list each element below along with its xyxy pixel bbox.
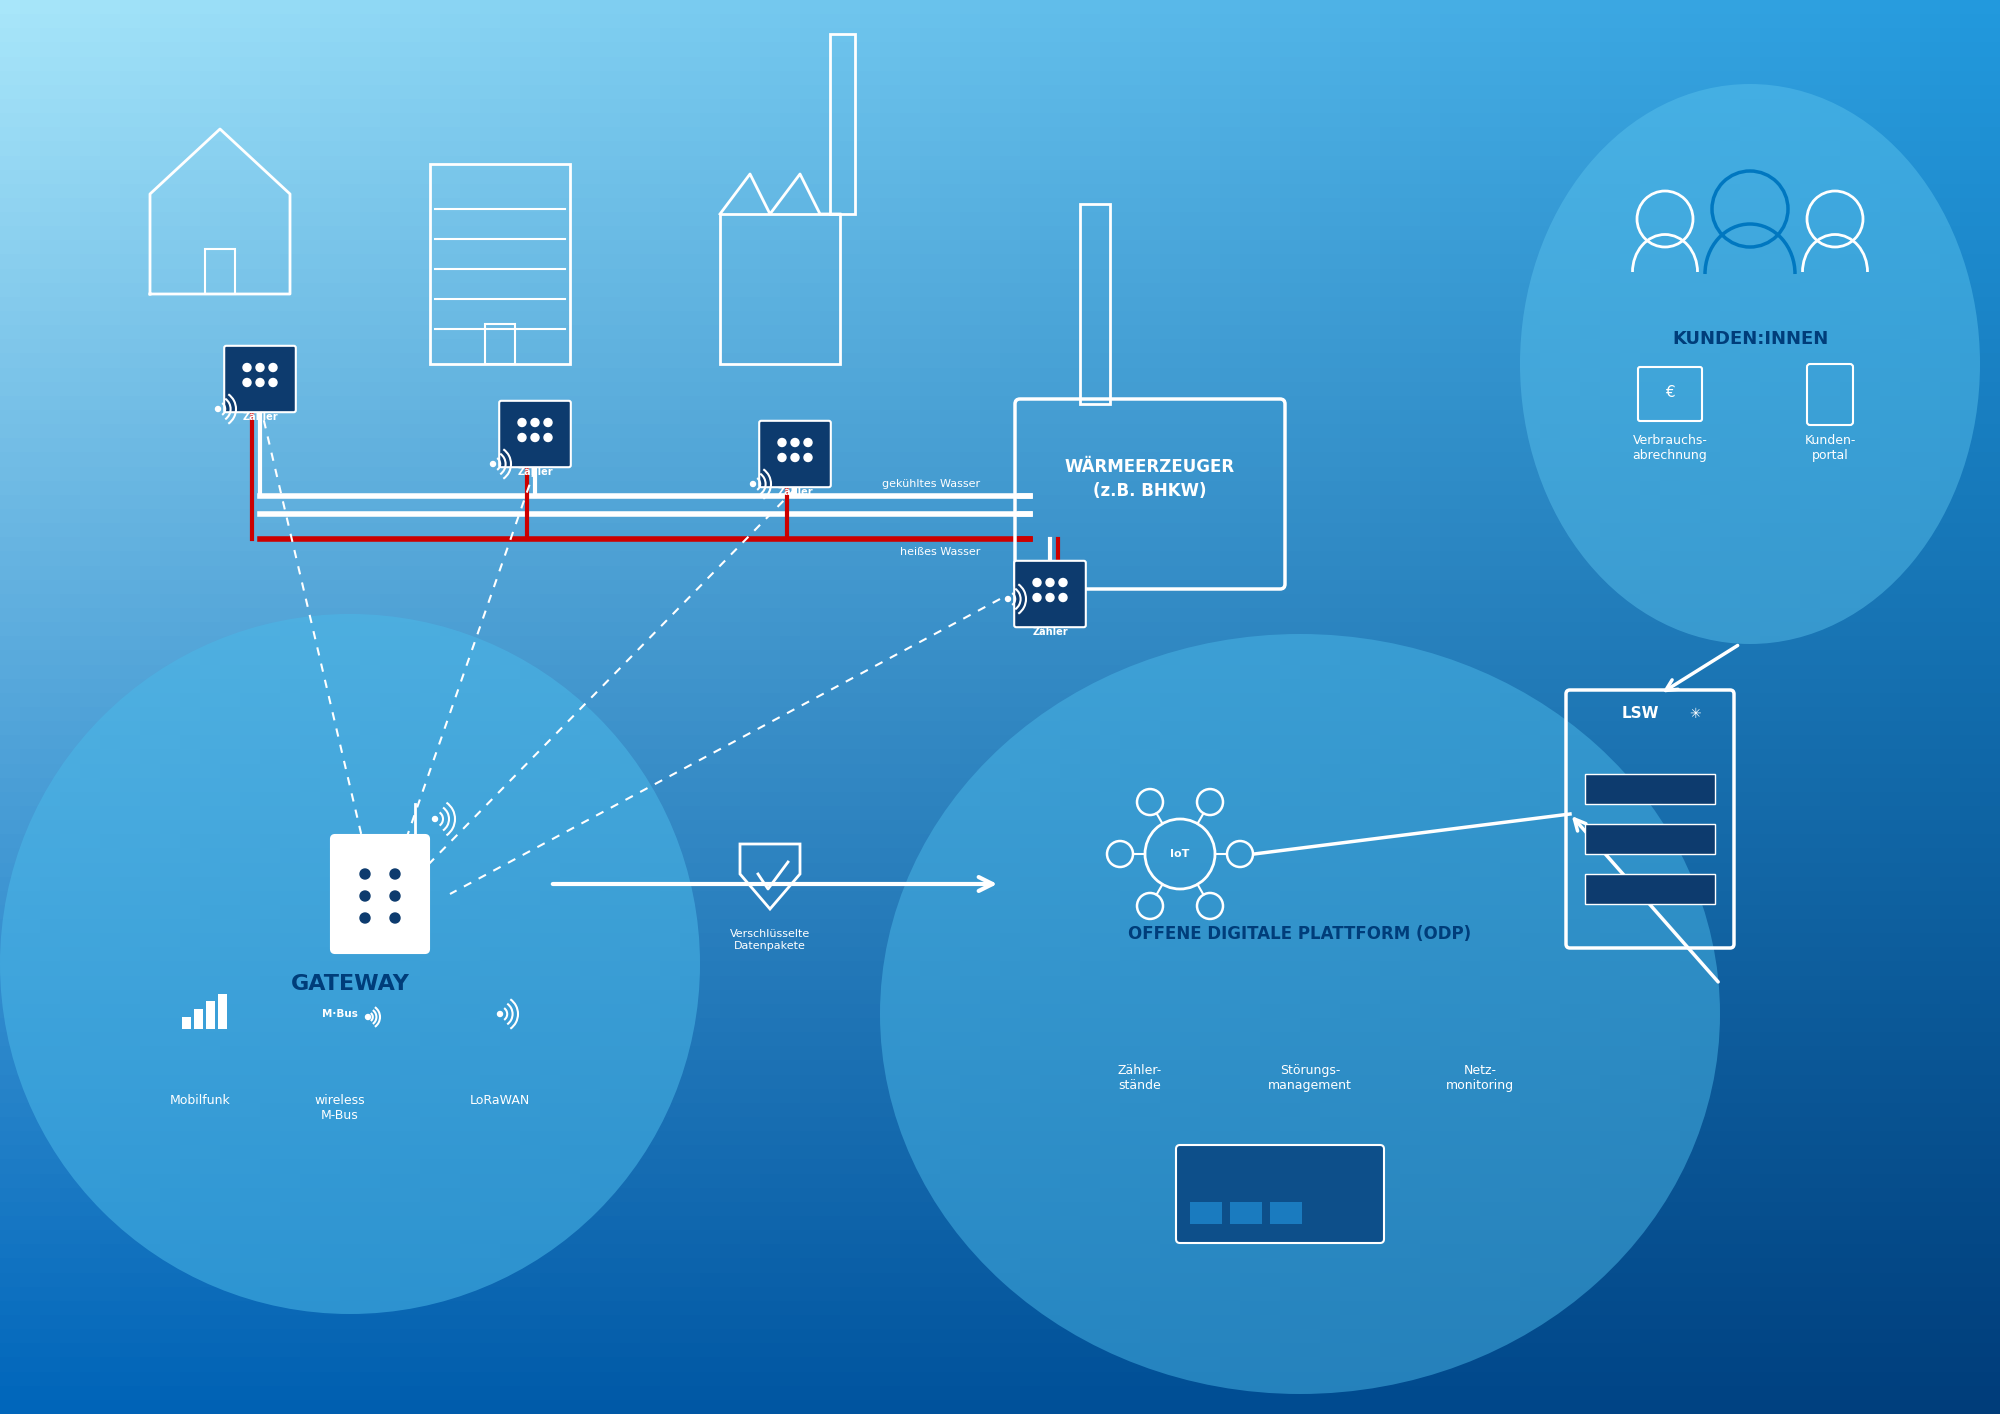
Circle shape [778, 454, 786, 461]
Bar [1270, 1202, 1302, 1225]
Text: Netz-
monitoring: Netz- monitoring [1446, 1063, 1514, 1092]
Bar [484, 324, 514, 363]
Text: OFFENE DIGITALE PLATTFORM (ODP): OFFENE DIGITALE PLATTFORM (ODP) [1128, 925, 1472, 943]
Text: GATEWAY: GATEWAY [290, 974, 410, 994]
Circle shape [1032, 578, 1040, 587]
Text: gekühltes Wasser: gekühltes Wasser [882, 479, 980, 489]
Circle shape [804, 438, 812, 447]
Text: Zähler: Zähler [778, 486, 812, 496]
Circle shape [256, 363, 264, 372]
Bar [194, 1010, 204, 1029]
Circle shape [390, 870, 400, 880]
Text: Zähler: Zähler [518, 467, 552, 477]
Circle shape [244, 379, 252, 386]
Circle shape [390, 891, 400, 901]
Circle shape [792, 438, 800, 447]
Circle shape [544, 419, 552, 427]
FancyBboxPatch shape [760, 421, 830, 488]
Bar [1230, 1202, 1262, 1225]
Circle shape [432, 816, 438, 822]
Text: heißes Wasser: heißes Wasser [900, 547, 980, 557]
Text: IoT: IoT [1170, 848, 1190, 858]
Text: Zähler: Zähler [1032, 626, 1068, 636]
Text: ✳: ✳ [1690, 707, 1700, 721]
Text: WÄRMEERZEUGER
(z.B. BHKW): WÄRMEERZEUGER (z.B. BHKW) [1064, 458, 1236, 499]
Circle shape [1032, 594, 1040, 601]
Circle shape [1046, 578, 1054, 587]
Circle shape [244, 363, 252, 372]
Circle shape [498, 1011, 502, 1017]
Bar [720, 214, 840, 363]
Text: M·Bus: M·Bus [322, 1010, 358, 1019]
Text: KUNDEN:INNEN: KUNDEN:INNEN [1672, 329, 1828, 348]
Circle shape [366, 1014, 370, 1019]
Bar [830, 34, 856, 214]
FancyBboxPatch shape [1014, 561, 1086, 628]
Circle shape [532, 434, 540, 441]
Circle shape [216, 406, 220, 411]
Text: Zähler: Zähler [242, 411, 278, 421]
Ellipse shape [0, 614, 700, 1314]
Text: Störungs-
management: Störungs- management [1268, 1063, 1352, 1092]
Text: Kunden-
portal: Kunden- portal [1804, 434, 1856, 462]
Circle shape [778, 438, 786, 447]
FancyBboxPatch shape [1176, 1145, 1384, 1243]
Circle shape [1046, 594, 1054, 601]
Circle shape [1060, 578, 1068, 587]
Circle shape [1006, 597, 1010, 601]
Text: Zähler-
stände: Zähler- stände [1118, 1063, 1162, 1092]
Text: LoRaWAN: LoRaWAN [470, 1094, 530, 1107]
Bar [1080, 204, 1110, 404]
FancyBboxPatch shape [500, 400, 570, 467]
Circle shape [268, 379, 276, 386]
Bar [182, 1017, 192, 1029]
Circle shape [792, 454, 800, 461]
FancyBboxPatch shape [330, 836, 428, 953]
Circle shape [804, 454, 812, 461]
Bar [206, 1001, 216, 1029]
Text: Verschlüsselte
Datenpakete: Verschlüsselte Datenpakete [730, 929, 810, 950]
Ellipse shape [880, 633, 1720, 1394]
Bar [430, 164, 570, 363]
Text: wireless
M-Bus: wireless M-Bus [314, 1094, 366, 1121]
FancyBboxPatch shape [224, 346, 296, 413]
Circle shape [490, 461, 496, 467]
Circle shape [268, 363, 276, 372]
Bar [218, 994, 228, 1029]
Circle shape [750, 482, 756, 486]
Circle shape [360, 913, 370, 923]
Bar [1584, 874, 1716, 904]
Circle shape [360, 870, 370, 880]
Bar [1584, 773, 1716, 805]
Text: €: € [1666, 386, 1674, 400]
Circle shape [518, 434, 526, 441]
Circle shape [532, 419, 540, 427]
Circle shape [1060, 594, 1068, 601]
Circle shape [518, 419, 526, 427]
Bar [1584, 824, 1716, 854]
Text: Verbrauchs-
abrechnung: Verbrauchs- abrechnung [1632, 434, 1708, 462]
Circle shape [360, 891, 370, 901]
Circle shape [256, 379, 264, 386]
Text: Mobilfunk: Mobilfunk [170, 1094, 230, 1107]
Text: LSW: LSW [1622, 707, 1658, 721]
Circle shape [544, 434, 552, 441]
Bar [1190, 1202, 1222, 1225]
Circle shape [390, 913, 400, 923]
Ellipse shape [1520, 83, 1980, 643]
Bar [206, 249, 236, 294]
